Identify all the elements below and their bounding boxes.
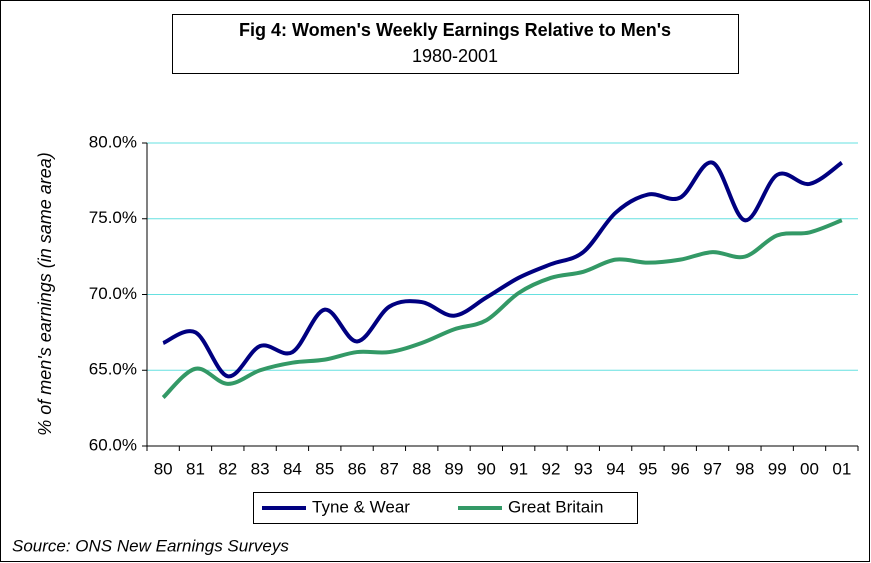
y-tick-label: 65.0% — [89, 360, 137, 379]
y-tick-label: 60.0% — [89, 435, 137, 454]
x-tick-label: 00 — [800, 459, 819, 478]
x-tick-label: 94 — [606, 459, 625, 478]
x-tick-label: 01 — [832, 459, 851, 478]
x-tick-label: 97 — [703, 459, 722, 478]
y-tick-label: 70.0% — [89, 284, 137, 303]
x-tick-label: 91 — [509, 459, 528, 478]
x-tick-label: 82 — [218, 459, 237, 478]
x-tick-label: 87 — [380, 459, 399, 478]
x-tick-label: 85 — [315, 459, 334, 478]
chart-title: Fig 4: Women's Weekly Earnings Relative … — [239, 20, 671, 40]
legend-label: Great Britain — [508, 497, 603, 516]
series-line — [161, 218, 843, 400]
x-tick-label: 86 — [348, 459, 367, 478]
legend-box — [253, 492, 638, 524]
x-tick-label: 92 — [542, 459, 561, 478]
x-tick-label: 99 — [768, 459, 787, 478]
source-note: Source: ONS New Earnings Surveys — [12, 536, 289, 555]
x-tick-label: 84 — [283, 459, 302, 478]
legend-label: Tyne & Wear — [312, 497, 410, 516]
x-tick-label: 95 — [638, 459, 657, 478]
x-tick-label: 88 — [412, 459, 431, 478]
x-tick-label: 80 — [154, 459, 173, 478]
y-tick-label: 75.0% — [89, 208, 137, 227]
y-tick-label: 80.0% — [89, 132, 137, 151]
series-line — [162, 160, 844, 379]
x-tick-label: 98 — [735, 459, 754, 478]
title-box — [172, 14, 739, 74]
x-tick-label: 81 — [186, 459, 205, 478]
y-axis-label: % of men's earnings (in same area) — [35, 152, 55, 436]
x-tick-label: 90 — [477, 459, 496, 478]
x-tick-label: 93 — [574, 459, 593, 478]
chart-subtitle: 1980-2001 — [412, 46, 498, 66]
x-tick-label: 96 — [671, 459, 690, 478]
x-tick-label: 89 — [445, 459, 464, 478]
x-tick-label: 83 — [251, 459, 270, 478]
